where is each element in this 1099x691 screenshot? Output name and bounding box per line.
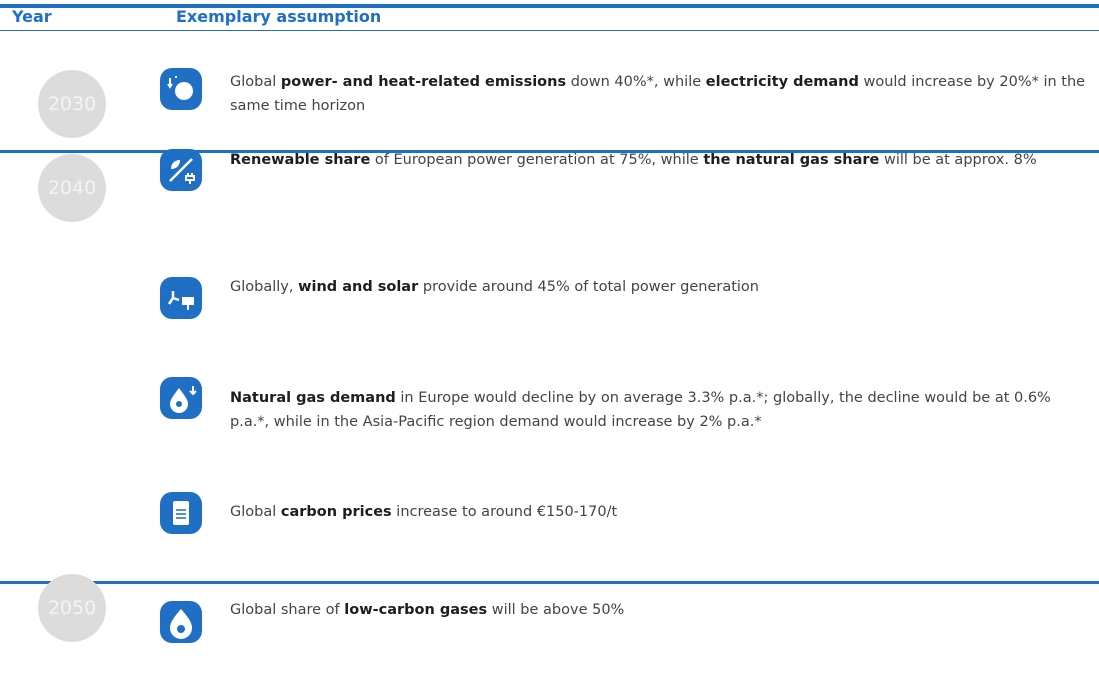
row-rule [0,581,1099,584]
assumption-text: Global power- and heat-related emissions… [230,70,1088,118]
assumption-text: Global share of low-carbon gases will be… [230,598,1088,622]
text-run: Global [230,504,281,520]
bold-text: carbon prices [280,504,392,520]
header-year: Year [12,7,52,26]
item-icon [160,68,202,110]
row-rule [0,150,1099,153]
item-icon [160,492,202,534]
assumption-text: Natural gas demand in Europe would decli… [230,386,1088,434]
text-run: will be above 50% [487,602,625,618]
text-run: Global share of [230,602,345,618]
text-run: would increase by 20%* in the same time … [230,74,1086,114]
text-run: increase to around €150-170/t [391,504,618,520]
year-badge: 2040 [38,154,106,222]
bold-text: wind and solar [298,279,419,295]
header-rule [0,30,1099,31]
assumption-text: Renewable share of European power genera… [230,148,1088,172]
icon-glyph [170,609,192,639]
text-run: will be at approx. 8% [879,152,1037,168]
year-badge: 2030 [38,70,106,138]
assumption-text: Globally, wind and solar provide around … [230,275,1088,299]
text-run: of European power generation at 75%, whi… [370,152,704,168]
icon-glyph [169,158,195,184]
item-icon [160,149,202,191]
text-run: provide around 45% of total power genera… [418,279,759,295]
bold-text: low-carbon gases [344,602,488,618]
bold-text: electricity demand [705,74,859,90]
year-badge: 2050 [38,574,106,642]
icon-glyph [170,386,197,413]
text-run: down 40%*, while [566,74,706,90]
icon-glyph [173,501,189,525]
text-run: in Europe would decline by on average 3.… [230,390,1051,430]
top-rule [0,4,1099,8]
item-icon [160,377,202,419]
bold-text: power- and heat-related emissions [280,74,567,90]
icon-glyph [167,76,193,100]
text-run: Global [230,74,281,90]
bold-text: the natural gas share [703,152,880,168]
assumption-text: Global carbon prices increase to around … [230,500,1088,524]
icon-glyph [167,291,194,310]
bold-text: Renewable share [230,152,371,168]
item-icon [160,601,202,643]
text-run: Globally, [230,279,299,295]
header-assumption: Exemplary assumption [176,7,382,26]
bold-text: Natural gas demand [230,390,396,406]
item-icon [160,277,202,319]
